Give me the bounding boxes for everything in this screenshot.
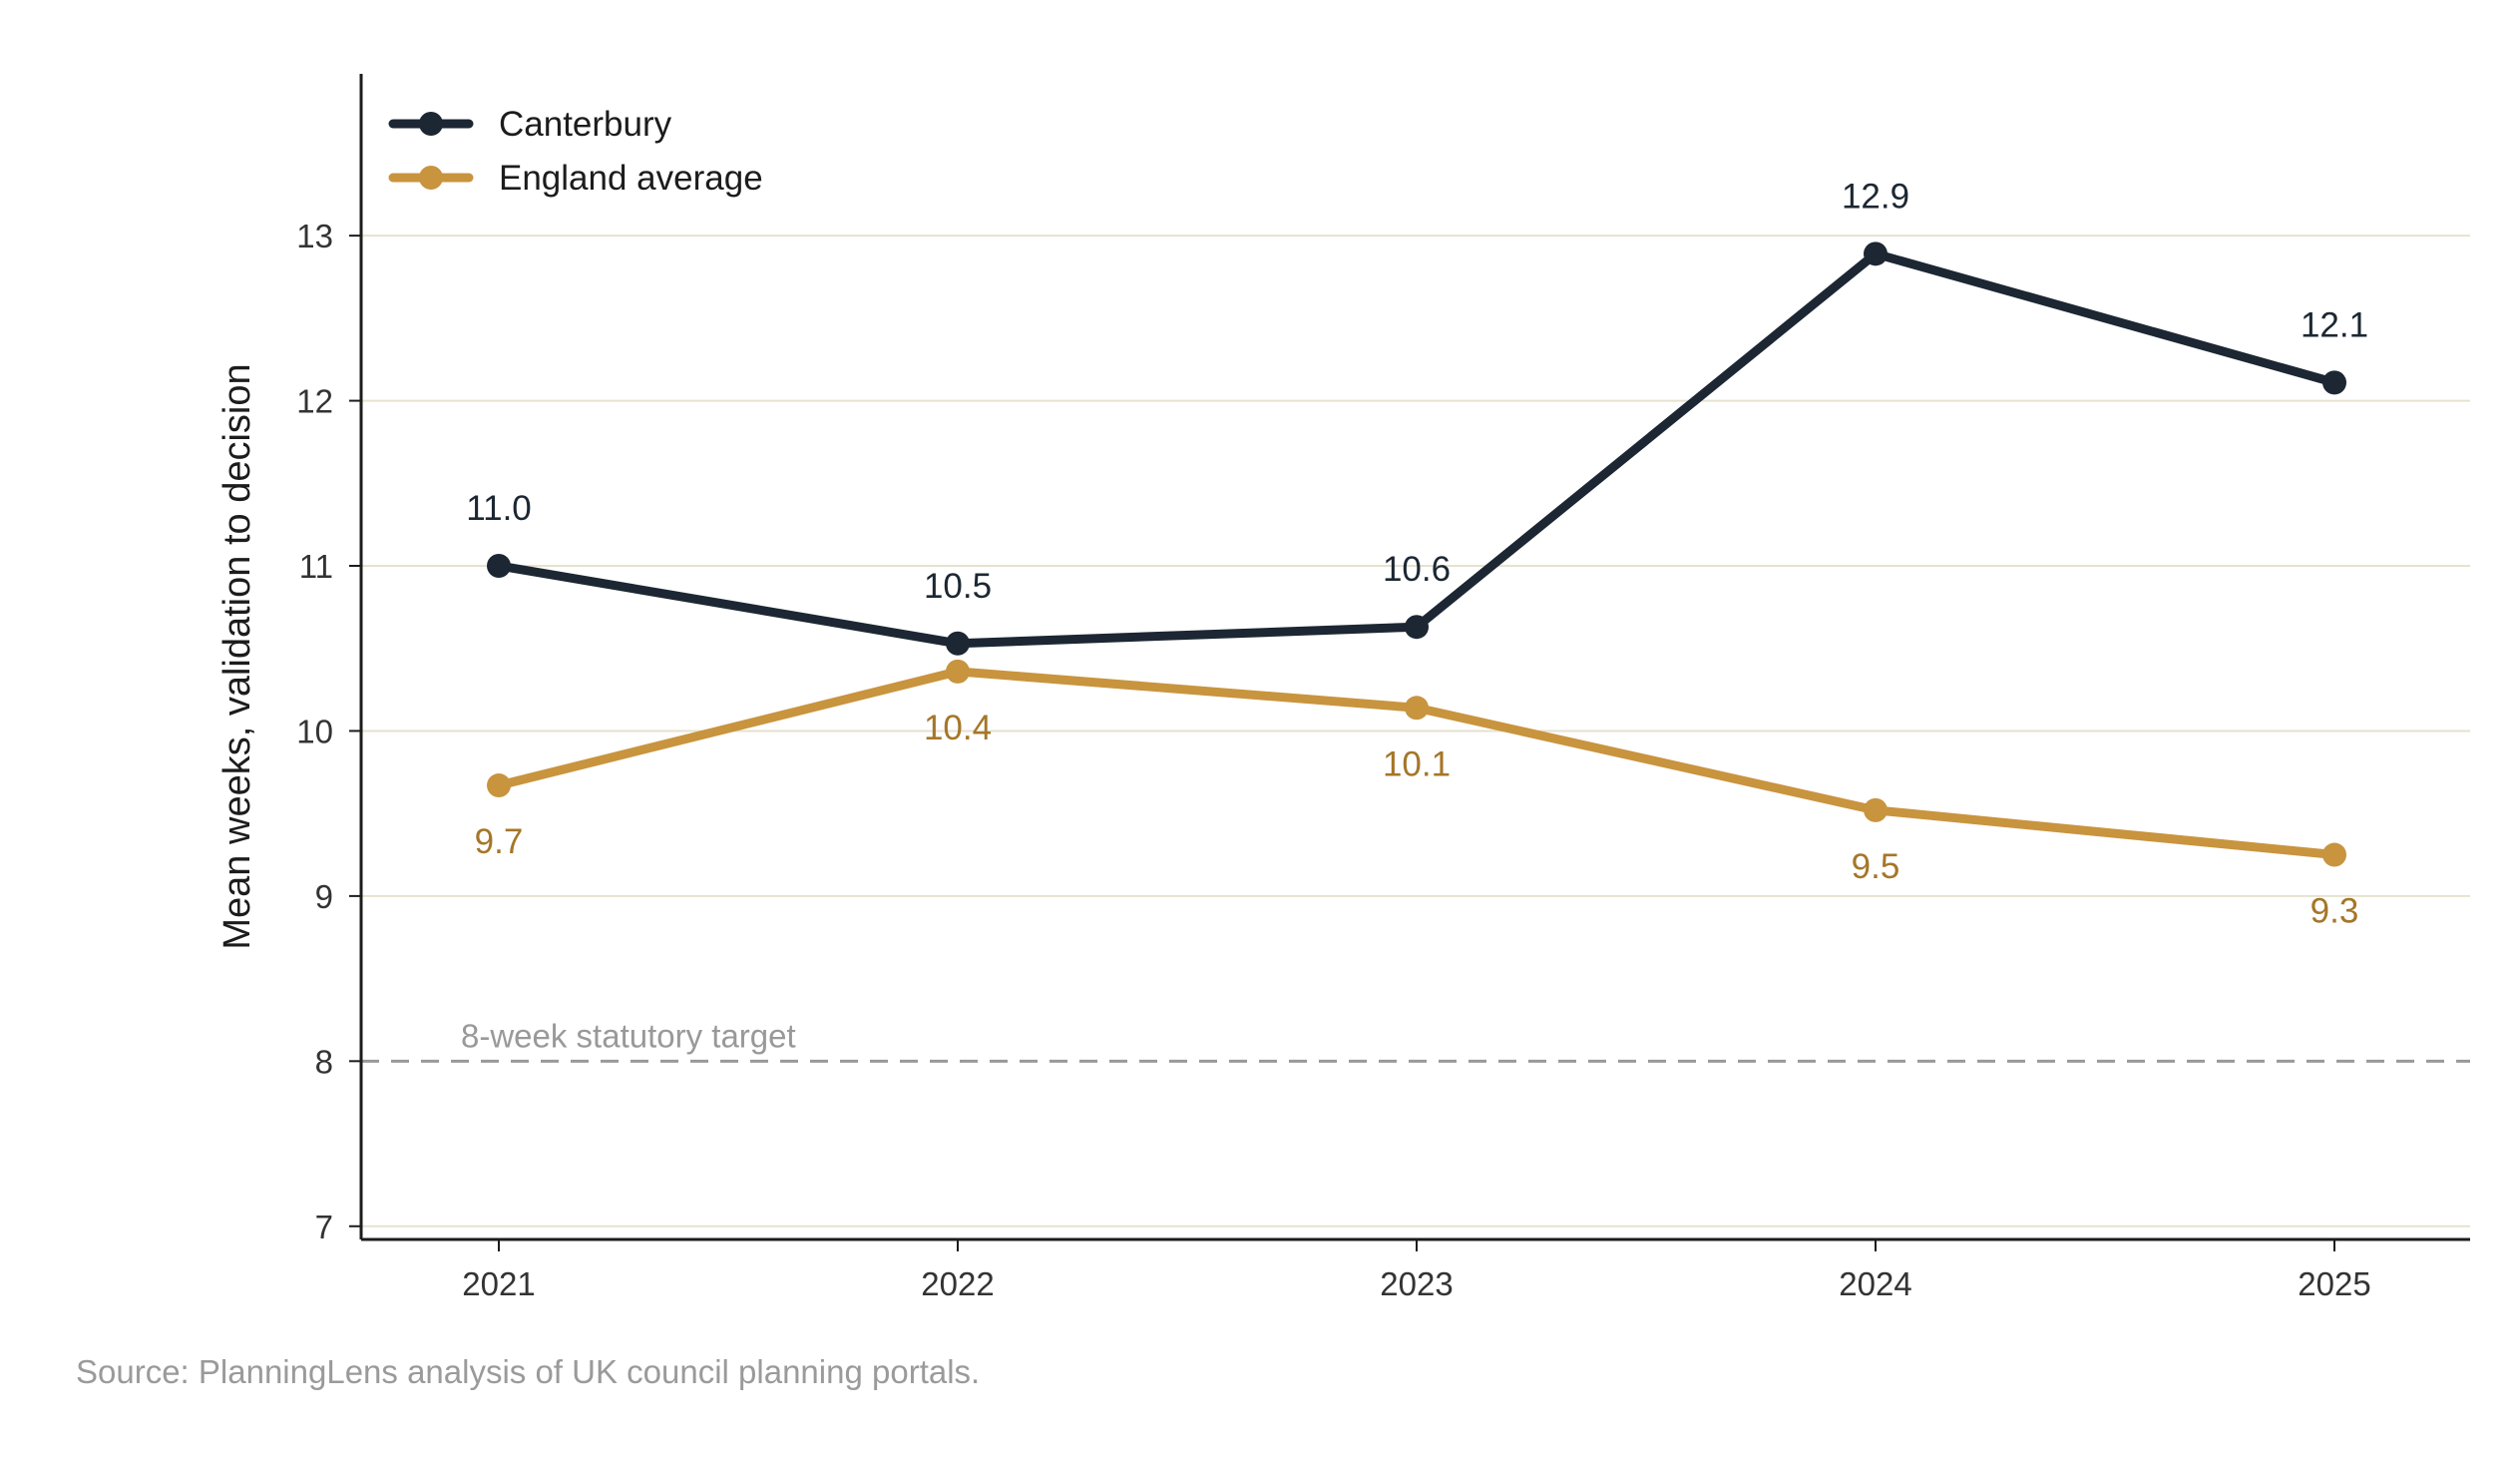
data-point xyxy=(1405,696,1429,721)
y-tick-label: 9 xyxy=(315,878,333,915)
data-point xyxy=(946,631,970,656)
x-tick-label: 2024 xyxy=(1839,1265,1911,1302)
x-tick-label: 2021 xyxy=(462,1265,535,1302)
data-point xyxy=(487,773,511,798)
legend-label: Canterbury xyxy=(499,105,672,144)
data-label: 10.6 xyxy=(1383,550,1451,589)
series: 11.0 10.5 10.6 12.9 12.1 9.7 10.4 10.1 9.5 9.3 xyxy=(466,177,2368,930)
grid-lines xyxy=(361,235,2470,1227)
data-point xyxy=(946,659,970,684)
legend: Canterbury England average xyxy=(388,105,763,198)
y-tick-label: 7 xyxy=(315,1209,333,1245)
source-note: Source: PlanningLens analysis of UK coun… xyxy=(76,1353,981,1390)
data-label: 12.9 xyxy=(1842,177,1909,216)
data-label: 9.7 xyxy=(475,822,524,861)
x-tick-label: 2023 xyxy=(1380,1265,1453,1302)
data-label: 10.5 xyxy=(924,567,992,606)
reference-line-label: 8-week statutory target xyxy=(461,1017,796,1054)
x-tick-label: 2025 xyxy=(2298,1265,2370,1302)
y-axis-title: Mean weeks, validation to decision xyxy=(216,363,258,949)
data-point xyxy=(1405,615,1429,640)
data-point xyxy=(1864,797,1888,822)
data-label: 12.1 xyxy=(2301,305,2368,344)
series-canterbury: 11.0 10.5 10.6 12.9 12.1 xyxy=(466,177,2368,656)
data-label: 9.5 xyxy=(1852,847,1900,886)
y-tick-label: 12 xyxy=(296,383,333,420)
legend-swatch-marker xyxy=(419,166,443,190)
y-tick-label: 8 xyxy=(315,1043,333,1080)
legend-label: England average xyxy=(499,159,763,198)
data-point xyxy=(2322,842,2346,867)
data-point xyxy=(487,554,511,579)
data-label: 10.1 xyxy=(1383,744,1451,783)
data-label: 10.4 xyxy=(924,709,992,747)
reference-line-group: 8-week statutory target xyxy=(361,1017,2470,1063)
y-tick-label: 10 xyxy=(296,713,333,749)
data-label: 9.3 xyxy=(2310,892,2359,931)
y-ticks: 7 8 9 10 11 12 13 xyxy=(296,218,361,1245)
y-tick-label: 11 xyxy=(299,548,333,585)
series-england-average: 9.7 10.4 10.1 9.5 9.3 xyxy=(475,659,2359,931)
axes xyxy=(359,74,2470,1241)
data-label: 11.0 xyxy=(466,489,532,528)
y-tick-label: 13 xyxy=(296,218,333,254)
data-point xyxy=(1864,242,1888,266)
legend-swatch-marker xyxy=(419,112,443,136)
x-ticks: 2021 2022 2023 2024 2025 xyxy=(462,1239,2371,1302)
x-tick-label: 2022 xyxy=(921,1265,994,1302)
data-point xyxy=(2322,370,2346,395)
